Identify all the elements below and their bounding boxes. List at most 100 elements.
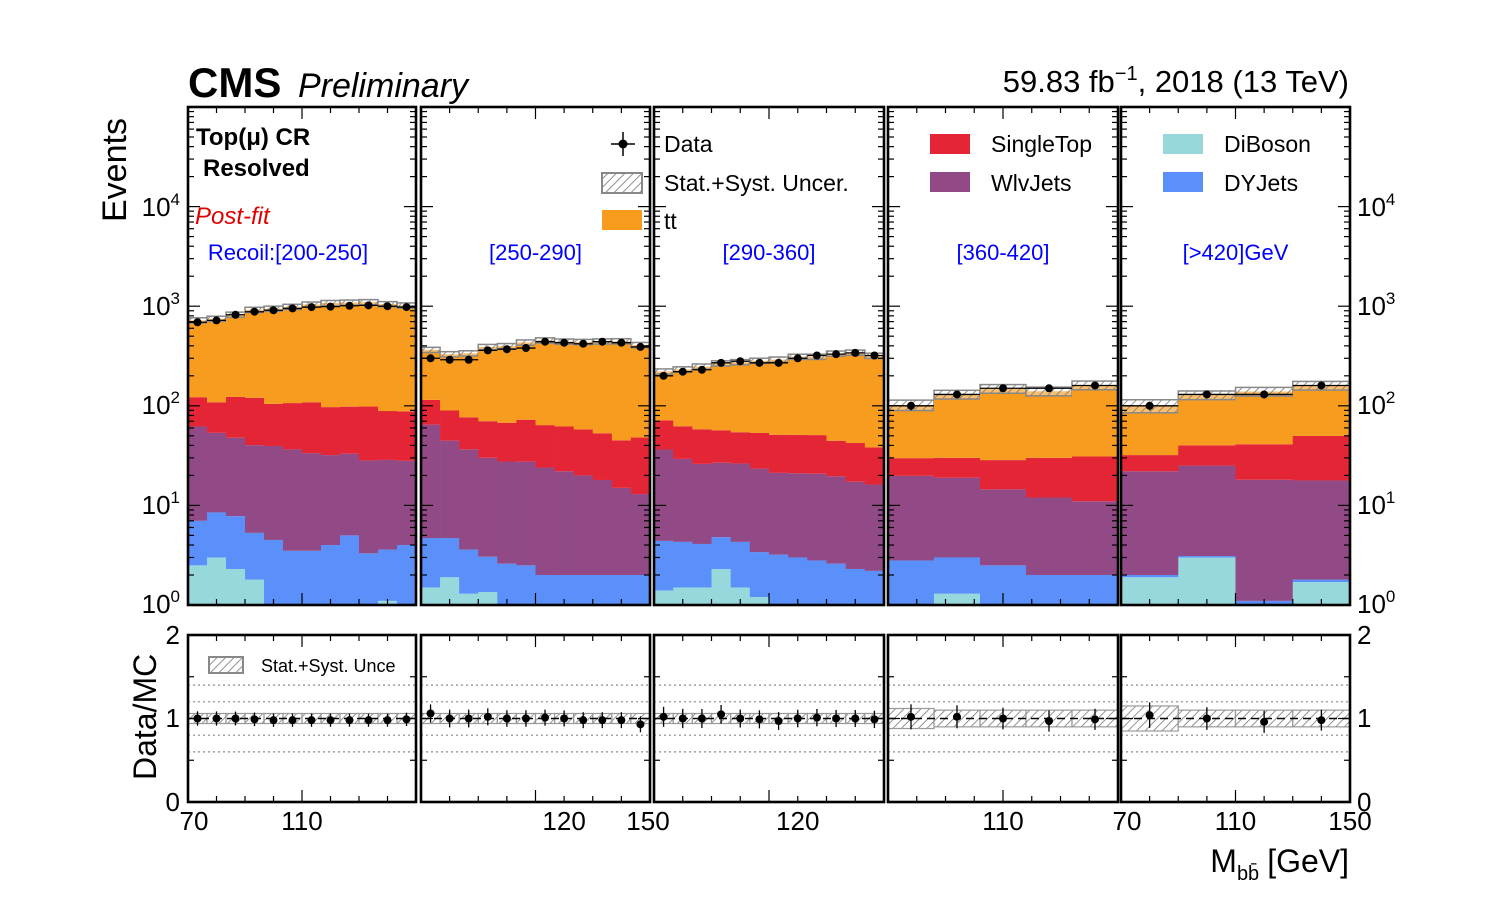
- bar-wlvjets-bin-9: [339, 453, 360, 536]
- legend-entry-tt: tt: [602, 208, 677, 234]
- bar-tt-bin-6: [749, 360, 770, 433]
- xtick-label-150: 150: [1328, 806, 1371, 836]
- panel-2-frame: [419, 105, 652, 607]
- ratio-legend-label: Stat.+Syst. Unce: [261, 656, 396, 676]
- bar-tt-bin-2: [1178, 395, 1236, 446]
- bar-dyjets-bin-9: [807, 560, 827, 605]
- bar-tt-bin-9: [807, 356, 827, 436]
- bar-tt-bin-10: [359, 302, 379, 407]
- bar-dyjets-bin-3: [225, 516, 246, 569]
- data-point-bin-12: [636, 342, 645, 351]
- bar-wlvjets-bin-4: [1026, 497, 1073, 576]
- panel-3-frame: [652, 105, 886, 607]
- bar-tt-bin-1: [188, 320, 208, 398]
- bar-diboson-bin-1: [654, 590, 674, 605]
- bar-tt-bin-5: [264, 308, 284, 404]
- xtick-label-110: 110: [1215, 806, 1256, 836]
- ratio-point-bin-6: [521, 714, 530, 723]
- bar-dyjets-bin-4: [711, 537, 731, 569]
- ytick-label-1e0: 100: [142, 587, 180, 619]
- bar-wlvjets-bin-7: [535, 467, 555, 576]
- bar-dyjets-bin-7: [302, 550, 322, 605]
- bar-singletop-bin-1: [888, 458, 935, 476]
- bar-wlvjets-bin-12: [630, 494, 651, 576]
- data-point-bin-3: [231, 310, 240, 319]
- data-point-bin-5: [269, 306, 278, 315]
- bar-singletop-bin-9: [339, 406, 360, 454]
- bar-tt-bin-7: [535, 340, 555, 426]
- bar-wlvjets-bin-7: [769, 472, 789, 555]
- bar-wlvjets-bin-5: [730, 463, 751, 542]
- data-point-bin-10: [364, 301, 373, 310]
- bar-singletop-bin-5: [264, 403, 284, 446]
- data-point-bin-7: [774, 358, 783, 367]
- region-label-line2: Resolved: [203, 155, 310, 182]
- bar-singletop-bin-5: [497, 422, 517, 462]
- ratio-point-bin-3: [231, 714, 240, 723]
- bar-tt-bin-2: [673, 369, 693, 427]
- bar-tt-bin-4: [1026, 391, 1073, 458]
- bar-diboson-bin-2: [207, 557, 227, 605]
- data-point-bin-3: [1260, 390, 1269, 399]
- data-point-bin-3: [464, 355, 473, 364]
- data-point-bin-1: [426, 354, 435, 363]
- bar-tt-bin-5: [730, 362, 751, 433]
- bar-tt-bin-11: [845, 352, 866, 444]
- data-point-bin-12: [402, 303, 411, 312]
- bar-singletop-bin-3: [692, 429, 712, 464]
- bar-diboson-bin-2: [673, 587, 693, 605]
- ratio-point-bin-11: [617, 716, 626, 725]
- bar-dyjets-bin-5: [730, 541, 751, 588]
- bar-wlvjets-bin-6: [749, 468, 770, 553]
- ratio-point-bin-5: [736, 714, 745, 723]
- panel-4-frame: [886, 105, 1120, 607]
- bar-dyjets-bin-9: [339, 535, 360, 605]
- ratio-point-bin-7: [541, 713, 550, 722]
- bar-singletop-bin-8: [554, 426, 574, 472]
- bar-diboson-bin-2: [934, 593, 981, 605]
- ratio-point-bin-3: [464, 714, 473, 723]
- ytick-label-1e3: 103: [142, 289, 180, 321]
- data-point-bin-9: [812, 351, 821, 360]
- bar-dyjets-bin-12: [864, 570, 885, 605]
- bar-tt-bin-7: [302, 304, 322, 403]
- bar-tt-bin-4: [1292, 385, 1351, 436]
- data-point-bin-2: [678, 367, 687, 376]
- bar-dyjets-bin-2: [673, 541, 693, 588]
- bar-tt-bin-11: [611, 341, 632, 441]
- data-point-bin-3: [697, 365, 706, 374]
- data-point-bin-8: [793, 354, 802, 363]
- bar-singletop-bin-12: [630, 437, 651, 495]
- data-point-bin-9: [579, 339, 588, 348]
- x-axis-label: Mbb̄ [GeV]: [1210, 843, 1349, 885]
- recoil-label-3: [290-360]: [723, 240, 816, 265]
- preliminary-label: Preliminary: [298, 67, 470, 105]
- bar-singletop-bin-2: [207, 402, 227, 433]
- bar-singletop-bin-9: [807, 435, 827, 474]
- ratio-point-bin-2: [212, 714, 221, 723]
- bar-singletop-bin-11: [611, 440, 632, 488]
- bar-wlvjets-bin-4: [245, 445, 265, 533]
- bar-tt-bin-10: [592, 341, 613, 434]
- bar-tt-bin-2: [440, 354, 460, 411]
- bar-tt-bin-4: [711, 363, 731, 431]
- data-point-bin-4: [250, 307, 259, 316]
- data-point-bin-8: [326, 302, 335, 311]
- ratio-point-bin-8: [326, 716, 335, 725]
- bar-wlvjets-bin-3: [980, 489, 1027, 566]
- bar-wlvjets-bin-1: [188, 426, 208, 521]
- bar-tt-bin-9: [339, 302, 360, 407]
- bar-dyjets-bin-6: [516, 565, 536, 605]
- region-label-line1: Top(μ) CR: [196, 124, 310, 151]
- ratio-point-bin-8: [793, 714, 802, 723]
- bar-wlvjets-bin-8: [554, 471, 574, 576]
- bar-singletop-bin-3: [459, 417, 479, 450]
- bar-wlvjets-bin-3: [225, 437, 246, 517]
- bar-wlvjets-bin-4: [1292, 480, 1351, 580]
- bar-wlvjets-bin-8: [788, 473, 808, 558]
- bar-dyjets-bin-1: [188, 520, 208, 566]
- lumi-suffix: , 2018 (13 TeV): [1138, 64, 1349, 99]
- bar-singletop-bin-12: [864, 447, 885, 485]
- bar-tt-bin-12: [864, 355, 885, 448]
